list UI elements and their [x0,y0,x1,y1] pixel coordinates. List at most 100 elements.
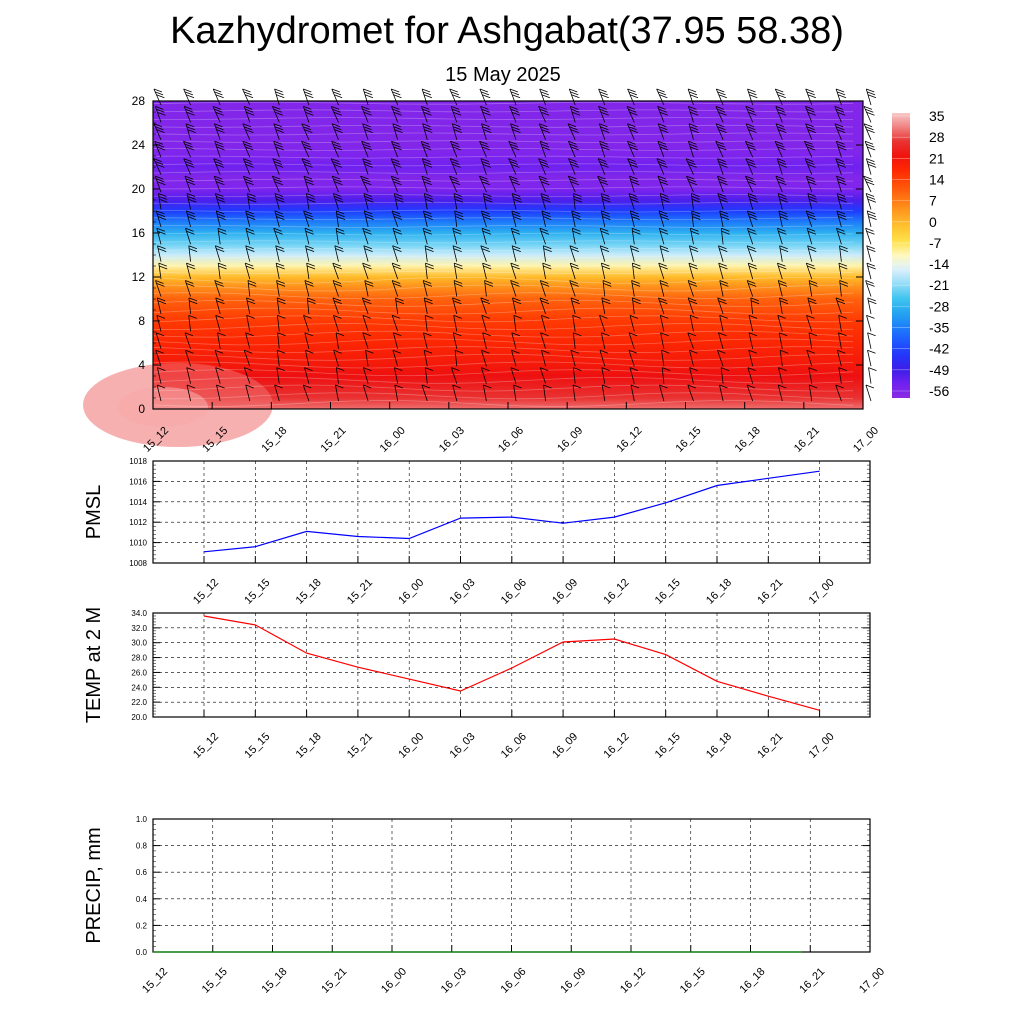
wind-barb-flag [301,123,310,128]
wind-barb-flag [481,161,491,165]
wind-barb-flag [717,108,726,113]
wind-barb-flag [423,213,433,218]
wind-barb-flag [363,126,372,131]
wind-barb-flag [275,196,284,200]
y-tick-label: 26.0 [131,668,147,677]
wind-barb [626,106,635,123]
wind-barb [188,315,191,332]
wind-barb [157,245,162,262]
wind-barb-flag [393,248,402,252]
wind-barb-flag [333,126,342,131]
wind-barb-flag [689,126,698,131]
wind-barb-flag [301,140,310,145]
wind-barb-flag [455,216,464,220]
y-tick-label: 28.0 [131,654,147,663]
wind-barb-flag [542,213,551,218]
wind-barb [274,210,280,228]
wind-barb-flag [867,146,876,151]
wind-barb [774,88,783,106]
wind-barb [452,332,458,349]
wind-barb-flag [570,265,580,270]
x-tick-label: 16_03 [448,577,478,607]
x-tick-label: 15_21 [345,577,375,607]
wind-barb [423,350,428,367]
wind-barb-flag [687,297,697,302]
wind-barb-flag [216,300,225,305]
wind-barb-flag [277,300,286,305]
wind-barb-flag [423,210,432,215]
wind-barb [451,367,458,384]
wind-barb-flag [719,210,728,215]
y-tick-label: 1.0 [136,815,148,824]
wind-barb [659,384,665,402]
wind-barb-flag [600,111,609,116]
wind-barb-flag [332,297,342,302]
wind-barb-flag [541,349,550,354]
wind-barb [690,193,694,210]
contour-line [152,225,854,228]
wind-barb [217,332,221,349]
wind-barb [867,332,872,349]
wind-barb [807,193,813,210]
wind-barb-flag [510,123,519,128]
wind-barb-flag [424,297,433,302]
wind-barb-flag [482,230,492,235]
wind-barb-flag [601,129,610,133]
wind-barb-flag [632,262,641,267]
wind-barb-flag [481,300,490,305]
wind-barb-flag [719,198,728,203]
wind-barb-flag [216,198,226,203]
wind-barb-flag [572,315,581,319]
colorbar-label: 14 [929,171,945,187]
wind-barb [214,141,221,158]
wind-barb [154,141,162,158]
wind-barb [422,123,428,140]
y-tick-label: 22.0 [131,698,147,707]
wind-barb-flag [839,265,848,270]
wind-barb [392,123,399,140]
wind-barb-flag [543,216,552,220]
wind-barb [632,297,635,314]
wind-barb [301,141,310,158]
wind-barb-flag [806,161,815,165]
contour-line [152,307,854,315]
wind-barb-flag [540,126,549,131]
wind-barb-flag [334,129,343,133]
wind-barb [390,88,399,106]
wind-barb [213,158,221,175]
wind-barb-flag [838,146,847,151]
wind-barb-flag [659,111,669,116]
wind-barb [630,384,635,402]
wind-barb [155,332,162,349]
wind-barb [572,384,576,402]
wind-barb [335,367,339,384]
wind-barb [715,106,724,123]
wind-barb-flag [423,164,433,168]
wind-barb-flag [361,106,370,110]
wind-barb-flag [272,158,281,162]
wind-barb-flag [276,94,285,99]
wind-barb-flag [242,140,251,145]
wind-barb-flag [157,367,166,371]
wind-barb-flag [363,181,372,186]
wind-barb [421,88,428,106]
wind-barb-flag [748,91,757,96]
wind-barb-flag [156,164,165,168]
wind-barb [715,141,724,158]
wind-barb-flag [362,158,371,162]
wind-barb-flag [513,384,522,389]
wind-barb-flag [630,245,639,250]
wind-barb-flag [807,164,816,168]
wind-barb-flag [335,332,345,337]
y-tick-label: 4 [138,358,145,372]
wind-barb-flag [659,227,668,232]
wind-barb [657,106,665,123]
wind-barb [214,350,221,367]
wind-barb [599,141,606,158]
contour-line [152,171,854,174]
y-tick-label: 20 [132,182,146,196]
x-tick-label: 16_00 [396,731,426,761]
wind-barb-flag [656,88,665,93]
wind-barb-flag [304,91,313,96]
wind-barb-flag [601,210,610,215]
